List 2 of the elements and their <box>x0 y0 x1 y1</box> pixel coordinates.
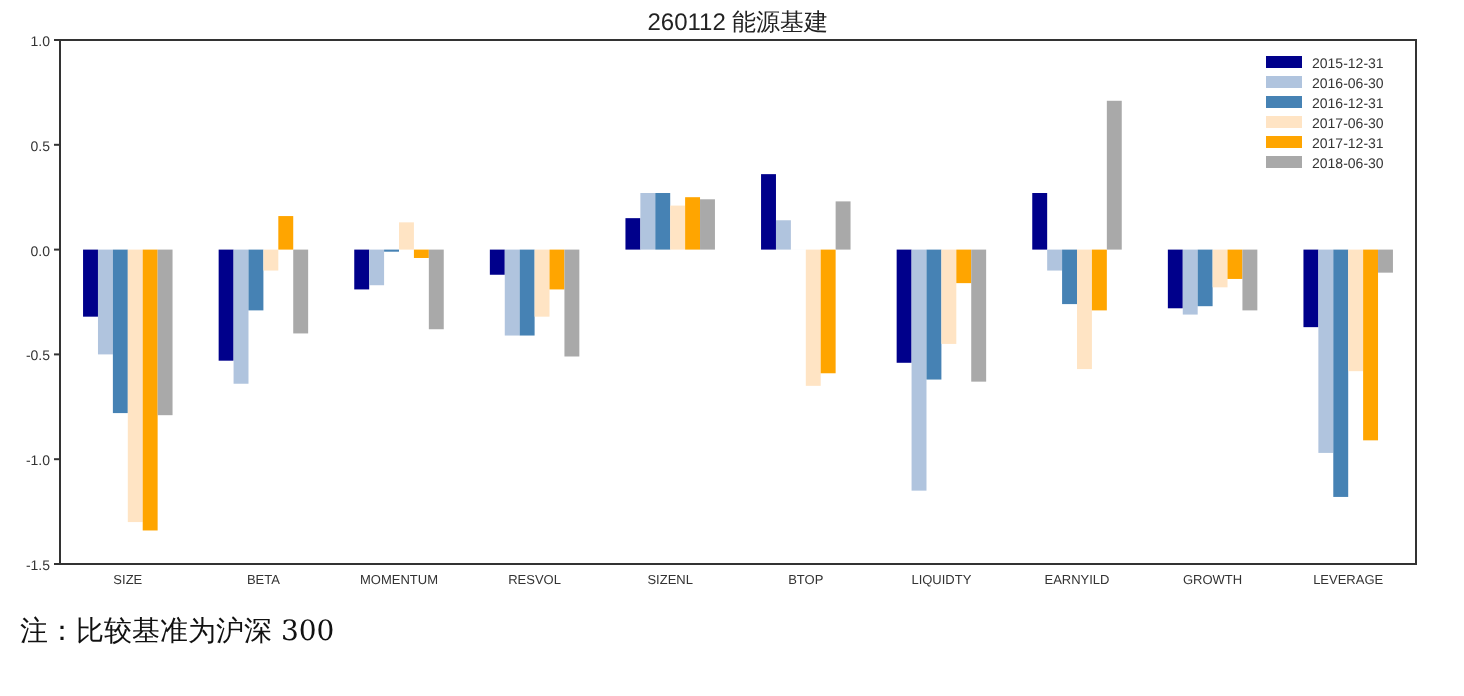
chart-title: 260112 能源基建 <box>647 8 829 36</box>
text: 注：比较基准为沪深 300 <box>20 616 335 648</box>
